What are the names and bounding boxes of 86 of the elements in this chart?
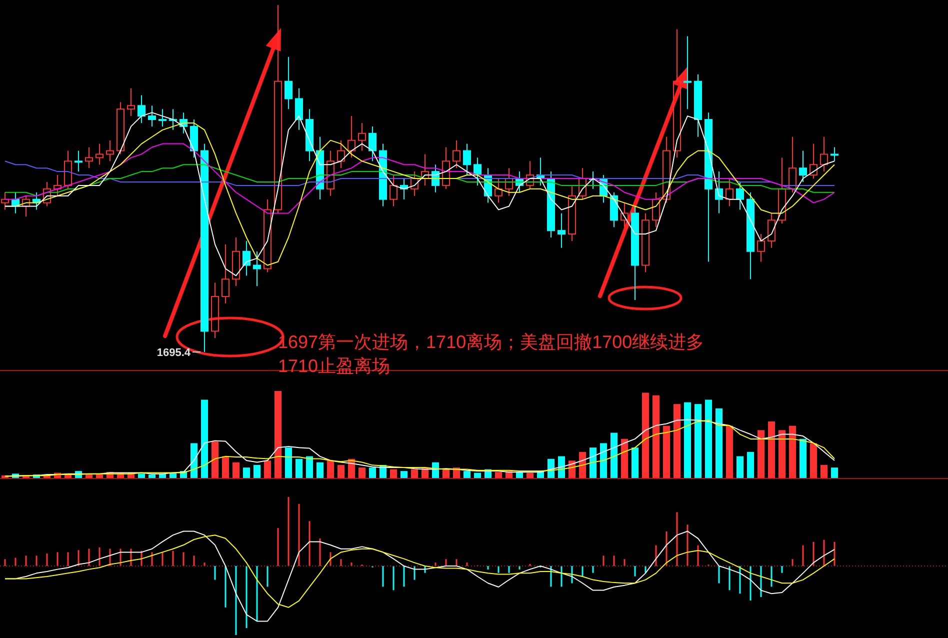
candlestick — [704, 112, 712, 262]
candlestick — [253, 250, 261, 287]
candlestick — [96, 143, 104, 166]
bar — [642, 392, 649, 478]
bar — [464, 471, 470, 478]
bar — [400, 471, 408, 478]
bar — [674, 404, 680, 478]
bar — [316, 462, 324, 478]
bar — [736, 456, 744, 478]
candlestick — [558, 212, 566, 248]
candlestick — [74, 150, 82, 172]
candlestick — [222, 244, 230, 304]
bar — [442, 469, 450, 478]
bar — [222, 456, 229, 478]
candlestick — [326, 150, 334, 196]
bar — [600, 443, 607, 478]
bar — [411, 469, 418, 478]
bar — [579, 452, 586, 478]
candlestick — [211, 282, 219, 339]
candlestick — [684, 36, 692, 110]
bar — [590, 448, 596, 478]
bar — [768, 421, 775, 478]
bar — [663, 426, 670, 478]
candlestick — [421, 154, 429, 186]
bar — [232, 462, 240, 478]
candlestick — [232, 236, 240, 287]
bar — [747, 452, 754, 478]
bar — [621, 438, 628, 478]
bar — [264, 460, 271, 478]
bar — [705, 400, 712, 478]
bar — [212, 441, 218, 478]
candlestick — [368, 126, 376, 162]
bar — [495, 472, 502, 478]
candlestick — [295, 88, 303, 130]
bar — [526, 472, 534, 478]
bar — [758, 430, 764, 478]
candlestick — [85, 146, 93, 169]
bar — [369, 468, 376, 478]
bar — [296, 458, 302, 478]
bar — [778, 430, 786, 478]
annotation: 1695.4 — [156, 347, 192, 359]
candlestick — [726, 178, 734, 207]
bar — [274, 391, 282, 478]
bar — [632, 448, 638, 478]
bar — [285, 448, 292, 478]
bar — [390, 469, 397, 478]
bar — [810, 443, 817, 478]
bar — [474, 472, 481, 478]
bar — [358, 468, 366, 478]
bar — [327, 460, 334, 478]
candlestick — [568, 184, 576, 242]
bar — [694, 404, 702, 478]
candlestick — [358, 122, 366, 152]
bar — [820, 464, 828, 478]
candlestick — [474, 157, 482, 186]
candlestick — [694, 74, 702, 138]
bar — [726, 426, 733, 478]
bar — [610, 432, 618, 478]
candlestick — [148, 105, 156, 127]
bar — [254, 464, 260, 478]
bar — [243, 468, 250, 478]
bar — [148, 474, 156, 478]
bar — [338, 464, 344, 478]
bar — [96, 474, 103, 478]
bar — [789, 426, 796, 478]
candlestick — [494, 178, 502, 204]
candlestick — [390, 174, 398, 207]
candlestick — [127, 88, 135, 117]
bar — [558, 456, 565, 478]
candlestick — [673, 28, 681, 158]
annotation: 1697第一次进场，1710离场；美盘回撤1700继续进多 — [278, 332, 704, 352]
candlestick — [284, 56, 292, 110]
bar — [201, 400, 208, 478]
candlestick — [106, 140, 114, 162]
candlestick — [306, 108, 314, 162]
candlestick — [620, 202, 628, 228]
bar — [190, 443, 198, 478]
bar — [652, 395, 660, 478]
bar — [306, 456, 313, 478]
bar — [800, 438, 806, 478]
bar — [684, 402, 691, 478]
candlestick — [242, 240, 250, 276]
bar — [716, 408, 722, 478]
bar — [516, 472, 523, 478]
bar — [138, 474, 145, 478]
bar — [831, 468, 838, 478]
